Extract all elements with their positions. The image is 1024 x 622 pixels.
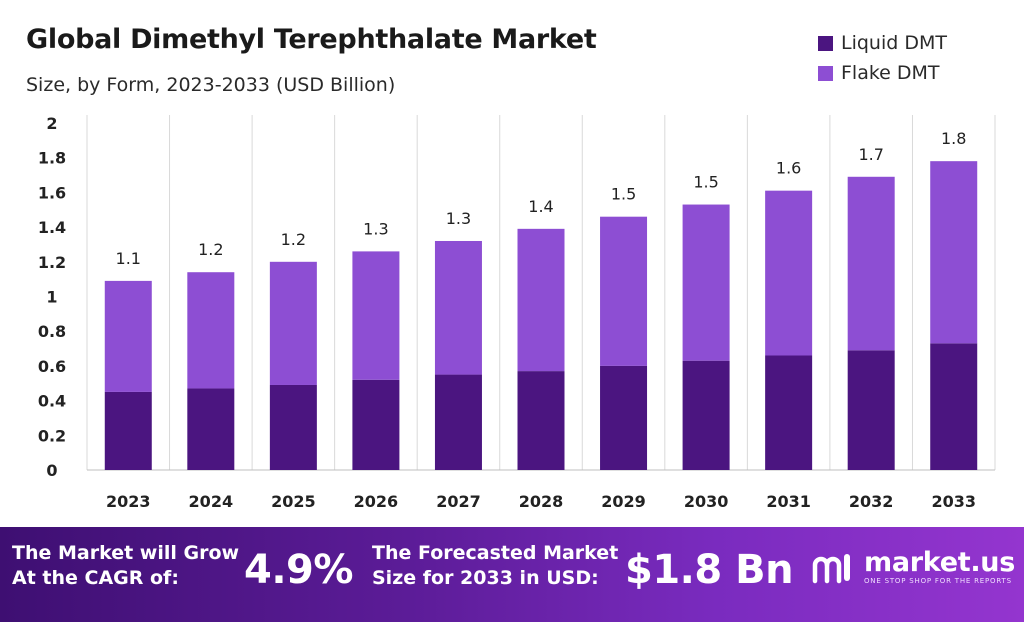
bar-total-label: 1.2 (198, 240, 223, 259)
bar-flake-dmt (269, 261, 317, 385)
bar-total-label: 1.3 (446, 209, 471, 228)
x-tick-label: 2031 (766, 492, 811, 511)
bar-flake-dmt (517, 228, 565, 372)
brand-logo: market.us ONE STOP SHOP FOR THE REPORTS (812, 549, 1015, 586)
legend-item-liquid: Liquid DMT (818, 28, 947, 58)
x-tick-label: 2033 (931, 492, 976, 511)
bar-liquid-dmt (930, 343, 978, 470)
brand-name: market.us (864, 547, 1015, 578)
x-tick-label: 2024 (189, 492, 234, 511)
bar-total-label: 1.5 (611, 185, 636, 204)
bar-liquid-dmt (269, 384, 317, 470)
legend-label-flake: Flake DMT (841, 62, 940, 84)
forecast-caption-line1: The Forecasted Market (372, 542, 619, 564)
x-tick-label: 2027 (436, 492, 481, 511)
bar-liquid-dmt (104, 391, 152, 470)
y-tick-label: 0.4 (38, 392, 66, 411)
cagr-caption-line1: The Market will Grow (12, 542, 240, 564)
forecast-caption-line2: Size for 2033 in USD: (372, 567, 599, 589)
chart-subtitle: Size, by Form, 2023-2033 (USD Billion) (26, 74, 396, 96)
brand-tagline: ONE STOP SHOP FOR THE REPORTS (864, 577, 1012, 585)
bar-total-label: 1.5 (693, 173, 718, 192)
bar-liquid-dmt (352, 379, 400, 470)
bar-total-label: 1.3 (363, 219, 388, 238)
x-tick-label: 2030 (684, 492, 729, 511)
x-tick-label: 2028 (519, 492, 564, 511)
x-tick-label: 2032 (849, 492, 894, 511)
bar-flake-dmt (104, 280, 152, 392)
bar-flake-dmt (352, 251, 400, 380)
legend-swatch-liquid (818, 35, 833, 51)
bar-flake-dmt (434, 240, 482, 375)
bar-total-label: 1.8 (941, 129, 966, 148)
bar-total-label: 1.7 (858, 145, 883, 164)
market-us-logo-icon (812, 553, 850, 583)
y-tick-label: 2 (46, 114, 57, 133)
bar-chart: 0 0.2 0.4 0.6 0.8 1 1.2 1.4 1.6 1.8 2 1.1 2023 1.2 202… (38, 114, 996, 511)
chart-title: Global Dimethyl Terephthalate Market (26, 24, 597, 55)
bar-liquid-dmt (434, 374, 482, 470)
y-tick-label: 1.2 (38, 253, 66, 272)
x-tick-label: 2025 (271, 492, 316, 511)
x-tick-label: 2029 (601, 492, 646, 511)
legend-item-flake: Flake DMT (818, 58, 947, 88)
bar-total-label: 1.1 (116, 249, 141, 268)
bar-flake-dmt (187, 272, 235, 389)
y-tick-label: 1 (46, 288, 57, 307)
bar-liquid-dmt (187, 388, 235, 470)
y-tick-label: 1.6 (38, 183, 66, 202)
bar-liquid-dmt (765, 355, 813, 470)
bar-flake-dmt (765, 190, 813, 356)
forecast-caption: The Forecasted Market Size for 2033 in U… (372, 541, 618, 591)
bar-total-label: 1.4 (528, 197, 553, 216)
cagr-value: 4.9% (244, 547, 353, 593)
x-tick-label: 2023 (106, 492, 151, 511)
bar-liquid-dmt (682, 360, 730, 470)
x-tick-label: 2026 (354, 492, 399, 511)
y-tick-label: 0.6 (38, 357, 66, 376)
bar-total-label: 1.6 (776, 159, 801, 178)
bar-flake-dmt (930, 161, 978, 344)
cagr-caption: The Market will Grow At the CAGR of: (12, 541, 239, 591)
bar-flake-dmt (600, 216, 648, 366)
bar-liquid-dmt (517, 371, 565, 470)
legend-swatch-flake (818, 65, 833, 81)
bar-liquid-dmt (600, 365, 648, 470)
bar-liquid-dmt (847, 350, 895, 470)
bar-total-label: 1.2 (281, 230, 306, 249)
bar-flake-dmt (847, 176, 895, 351)
cagr-caption-line2: At the CAGR of: (12, 567, 179, 589)
brand-text: market.us ONE STOP SHOP FOR THE REPORTS (864, 549, 1015, 586)
legend-label-liquid: Liquid DMT (841, 32, 947, 54)
y-tick-label: 0.2 (38, 426, 66, 445)
y-tick-label: 1.4 (38, 218, 66, 237)
y-tick-label: 0 (46, 461, 57, 480)
summary-banner: The Market will Grow At the CAGR of: 4.9… (0, 527, 1024, 622)
y-tick-label: 1.8 (38, 149, 66, 168)
y-tick-label: 0.8 (38, 322, 66, 341)
legend: Liquid DMT Flake DMT (818, 28, 947, 88)
bar-flake-dmt (682, 204, 730, 361)
forecast-value: $1.8 Bn (625, 547, 794, 593)
